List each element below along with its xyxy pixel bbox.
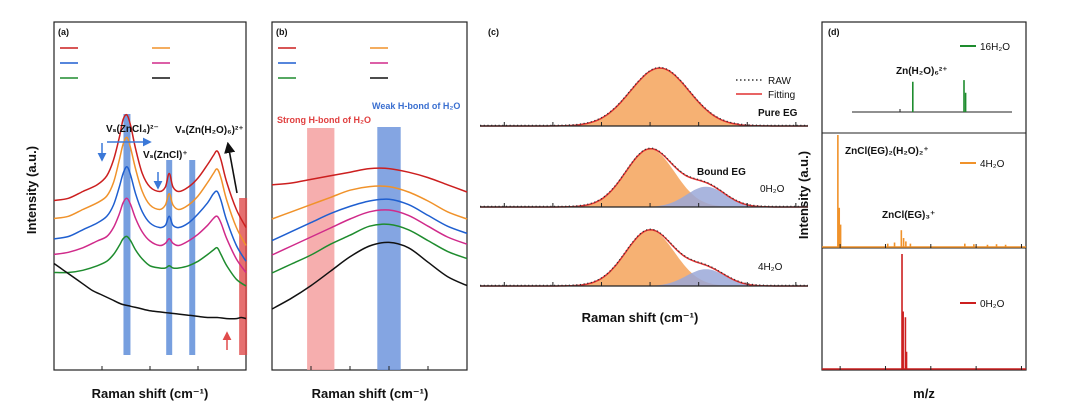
xlabel-c: Raman shift (cm⁻¹) xyxy=(582,310,699,325)
legend-16h2o-label: 16H₂O xyxy=(980,42,1010,53)
series-b-5 xyxy=(271,241,468,310)
bound-eg-annotation: Bound EG xyxy=(697,167,746,178)
ylabel-a: Intensity (a.u.) xyxy=(24,146,39,234)
legend-raw-label: RAW xyxy=(768,76,792,87)
xlabel-d: m/z xyxy=(913,386,935,401)
xlabel-b: Raman shift (cm⁻¹) xyxy=(312,386,429,401)
c-peak-fill-2-1 xyxy=(504,269,796,286)
band-a-3 xyxy=(239,198,248,355)
series-b-2 xyxy=(271,198,468,242)
subplot-label-4h2o: 4H₂O xyxy=(758,262,783,273)
annotation-zncl-eg3: ZnCl(EG)₃⁺ xyxy=(882,210,935,221)
panel-a: (a) Vₛ(ZnCl₄)²⁻ Vₛ(ZnCl)⁺ Vₛ(Zn(H₂O)₆)²⁺… xyxy=(53,21,248,401)
up-arrow-black xyxy=(224,141,238,194)
panel-b-frame xyxy=(271,21,468,371)
band-a-2 xyxy=(189,160,196,355)
series-a-3 xyxy=(53,197,247,273)
c-peak-fill-0-0 xyxy=(504,68,796,126)
series-b-0 xyxy=(271,167,468,193)
xlabel-a: Raman shift (cm⁻¹) xyxy=(92,386,209,401)
panel-c: (c) RAW Fitting Pure EG Bound EG 0H₂O 4H… xyxy=(480,27,808,325)
series-a-2 xyxy=(53,166,247,262)
band-b-1 xyxy=(377,127,401,370)
band-a-0 xyxy=(123,114,131,355)
series-b-4 xyxy=(271,223,468,274)
c-peak-fill-1-0 xyxy=(504,149,796,207)
legend-4h2o-label: 4H₂O xyxy=(980,159,1005,170)
strong-hbond-label: Strong H-bond of H₂O xyxy=(277,115,371,125)
panel-c-label: (c) xyxy=(488,27,499,37)
c-raw-line-0 xyxy=(480,66,808,126)
band-a-1 xyxy=(166,160,173,355)
panel-a-label: (a) xyxy=(58,27,69,37)
panel-d-label: (d) xyxy=(828,27,840,37)
ylabel-d: Intensity (a.u.) xyxy=(796,151,811,239)
panel-b: (b) Strong H-bond of H₂O Weak H-bond of … xyxy=(271,21,468,401)
series-b-3 xyxy=(271,209,468,256)
c-peak-fill-2-0 xyxy=(504,230,796,286)
band-label-znh2o: Vₛ(Zn(H₂O)₆)²⁺ xyxy=(175,125,244,136)
series-b-1 xyxy=(271,185,468,220)
panel-d-frame xyxy=(821,21,1027,371)
series-a-1 xyxy=(53,136,247,246)
series-a-5 xyxy=(53,262,247,320)
band-label-zncl: Vₛ(ZnCl)⁺ xyxy=(143,150,188,161)
series-a-0 xyxy=(53,113,247,228)
panel-b-label: (b) xyxy=(276,27,288,37)
legend-0h2o-label: 0H₂O xyxy=(980,299,1005,310)
panel-d: (d) 16H₂O Zn(H₂O)₆²⁺ 4H₂O ZnCl(EG)₂(H₂O)… xyxy=(821,21,1027,401)
subplot-label-pure-eg: Pure EG xyxy=(758,108,798,119)
c-peak-fill-1-1 xyxy=(504,186,796,207)
weak-hbond-label: Weak H-bond of H₂O xyxy=(372,101,460,111)
annotation-zncl-eg2: ZnCl(EG)₂(H₂O)₂⁺ xyxy=(845,146,929,157)
inset-annotation: Zn(H₂O)₆²⁺ xyxy=(896,66,947,77)
legend-fitting-label: Fitting xyxy=(768,90,795,101)
band-label-zncl4: Vₛ(ZnCl₄)²⁻ xyxy=(106,124,159,135)
series-a-4 xyxy=(53,235,247,287)
subplot-label-0h2o: 0H₂O xyxy=(760,184,785,195)
